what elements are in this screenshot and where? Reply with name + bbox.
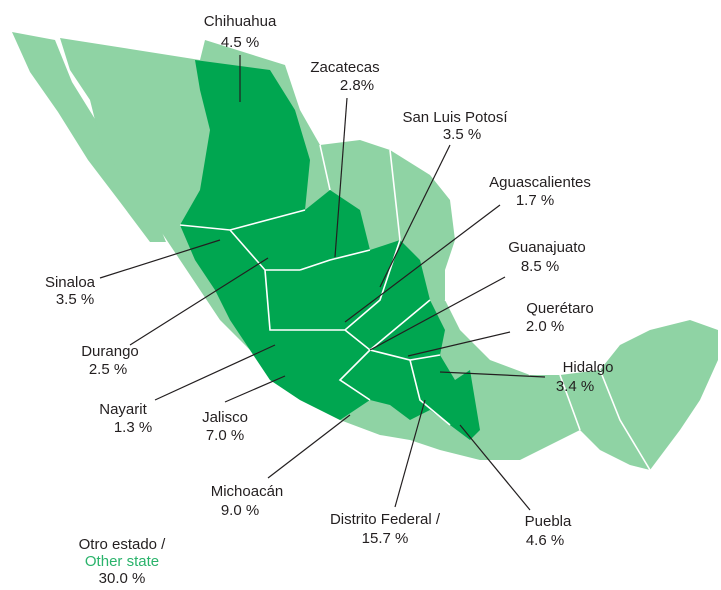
state-share: 8.5 % xyxy=(521,258,559,275)
state-share: 2.0 % xyxy=(526,318,564,335)
state-name: Guanajuato xyxy=(508,239,586,256)
state-share: 3.4 % xyxy=(556,378,594,395)
state-name: Nayarit xyxy=(99,401,147,418)
other-share: 30.0 % xyxy=(99,570,146,585)
leader-line xyxy=(99,239,221,279)
leader-line xyxy=(154,344,276,401)
state-share: 15.7 % xyxy=(362,530,409,547)
leader-line xyxy=(459,424,531,511)
other-label-en: Other state xyxy=(85,553,159,570)
state-share: 2.8% xyxy=(340,77,374,94)
leader-line xyxy=(369,276,506,351)
leader-line xyxy=(407,331,511,357)
state-share: 9.0 % xyxy=(221,502,259,519)
leader-line xyxy=(267,414,351,479)
leader-line xyxy=(439,371,546,378)
state-share: 1.7 % xyxy=(516,192,554,209)
highlighted-states xyxy=(180,60,480,440)
leader-line xyxy=(344,204,501,323)
baja-california xyxy=(12,32,166,242)
state-name: Hidalgo xyxy=(563,359,614,376)
state-name: San Luis Potosí xyxy=(402,109,508,126)
state-name: Chihuahua xyxy=(204,13,277,30)
state-share: 4.5 % xyxy=(221,34,259,51)
state-name: Jalisco xyxy=(202,409,248,426)
state-name: Michoacán xyxy=(211,483,284,500)
state-name: Querétaro xyxy=(526,300,594,317)
state-name: Durango xyxy=(81,343,139,360)
leader-line xyxy=(394,399,426,508)
state-name: Aguascalientes xyxy=(489,174,591,191)
state-name: Distrito Federal / xyxy=(330,511,441,528)
state-name: Puebla xyxy=(525,513,572,530)
leader-line xyxy=(224,375,286,403)
state-name: Sinaloa xyxy=(45,274,96,291)
leader-lines xyxy=(99,55,546,511)
leader-line xyxy=(379,144,451,288)
state-share: 1.3 % xyxy=(114,419,152,436)
state-share: 3.5 % xyxy=(443,126,481,143)
state-name: Zacatecas xyxy=(310,59,379,76)
leader-line xyxy=(334,97,348,258)
state-share: 3.5 % xyxy=(56,291,94,308)
leader-line xyxy=(129,257,269,346)
state-borders xyxy=(179,144,651,471)
other-label: Otro estado / xyxy=(79,536,167,553)
state-share: 2.5 % xyxy=(89,361,127,378)
state-share: 7.0 % xyxy=(206,427,244,444)
state-share: 4.6 % xyxy=(526,532,564,549)
map-shapes xyxy=(12,32,718,471)
